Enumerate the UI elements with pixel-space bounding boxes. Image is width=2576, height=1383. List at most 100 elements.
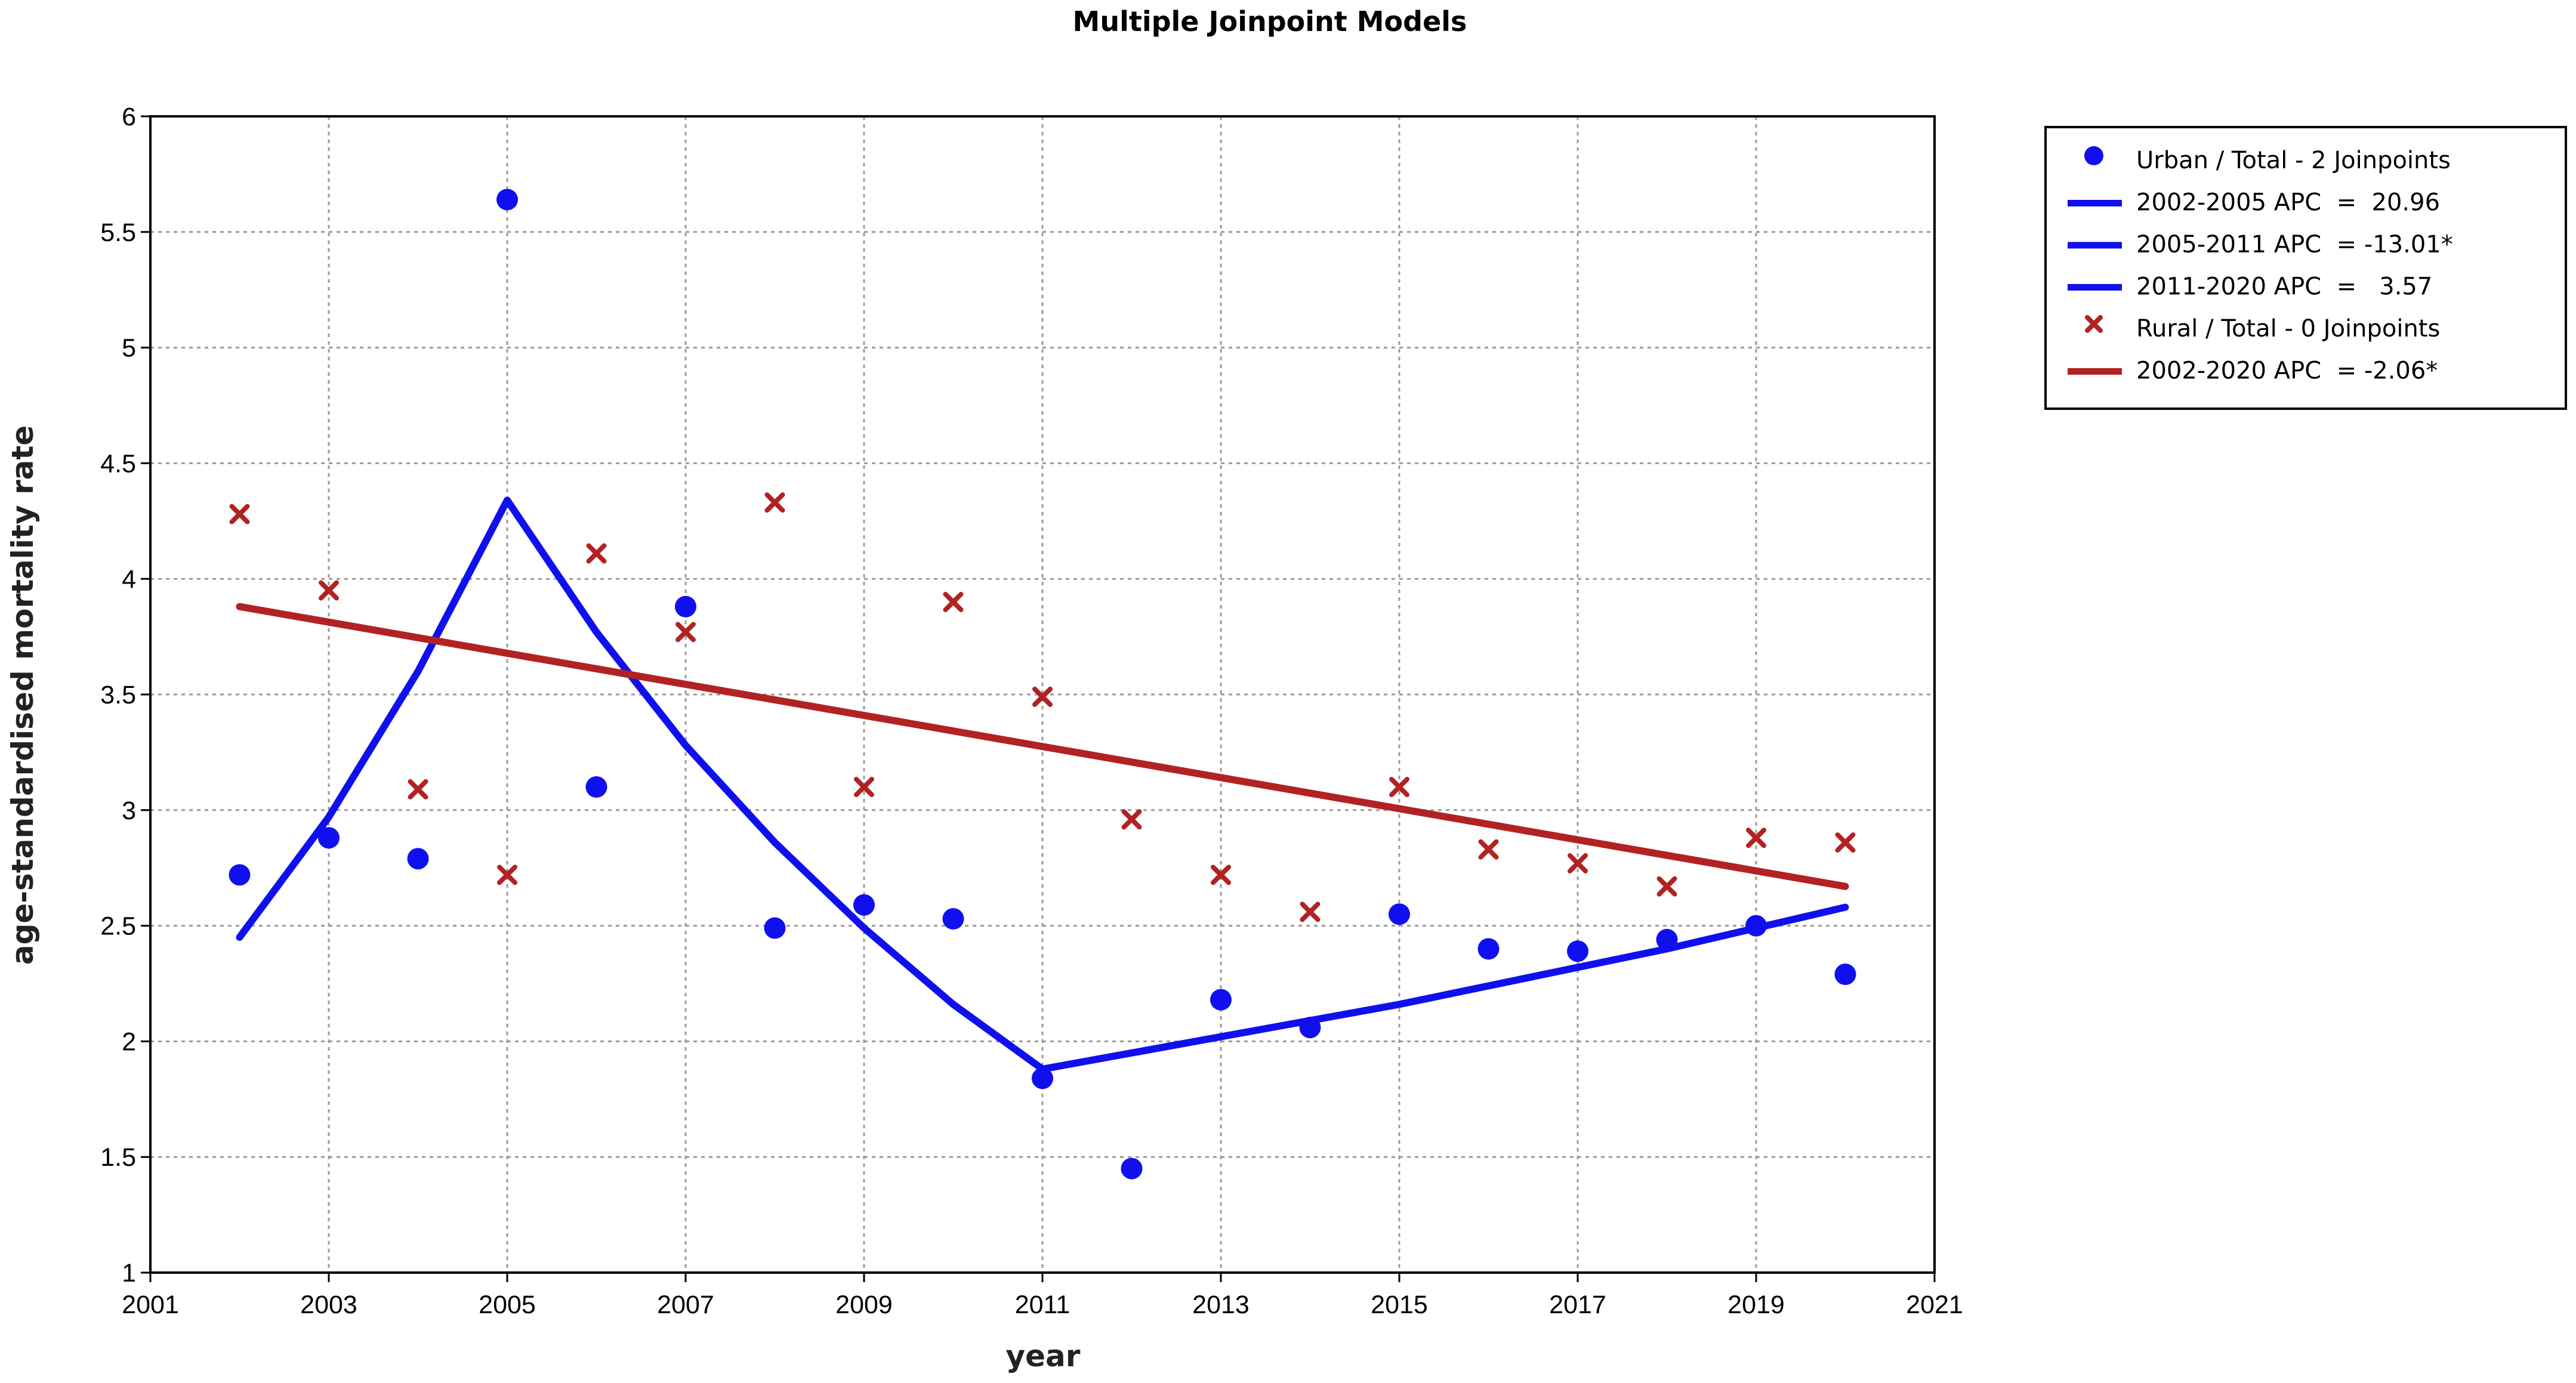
legend-item: 2005-2011 APC = -13.01* xyxy=(2068,231,2453,258)
rural-point xyxy=(1300,902,1321,922)
urban-point xyxy=(675,595,696,618)
urban-point xyxy=(1745,915,1767,937)
x-marker-stroke xyxy=(1032,686,1053,707)
x-tick-label: 2013 xyxy=(1192,1291,1250,1319)
x-marker-stroke xyxy=(1478,839,1499,860)
x-marker-stroke xyxy=(1746,828,1766,848)
rural-point xyxy=(1211,865,1231,885)
rural-point xyxy=(497,865,517,885)
urban-point xyxy=(496,189,518,211)
legend-label: Urban / Total - 2 Joinpoints xyxy=(2136,147,2451,174)
rural-point xyxy=(854,777,874,798)
legend-x-marker xyxy=(2085,315,2103,333)
x-tick-label: 2017 xyxy=(1549,1291,1606,1319)
x-marker-stroke xyxy=(1300,902,1321,922)
x-marker-stroke xyxy=(1121,809,1142,830)
rural-point xyxy=(319,580,339,601)
x-marker-stroke xyxy=(1389,777,1409,798)
y-tick-label: 6 xyxy=(122,103,136,131)
rural-point xyxy=(1568,853,1588,873)
rural-point xyxy=(229,504,250,524)
rural-point xyxy=(675,622,696,643)
rural-point xyxy=(586,543,607,564)
legend-item: Urban / Total - 2 Joinpoints xyxy=(2084,146,2451,174)
x-tick-label: 2019 xyxy=(1727,1291,1785,1319)
urban-point xyxy=(1834,963,1856,985)
urban-point xyxy=(585,776,607,798)
x-marker-stroke xyxy=(586,543,607,564)
legend-label: 2011-2020 APC = 3.57 xyxy=(2136,273,2432,301)
urban-point xyxy=(1121,1157,1143,1180)
urban-point xyxy=(318,827,340,849)
x-marker-stroke xyxy=(943,591,964,612)
y-tick-label: 4 xyxy=(122,565,136,594)
y-tick-label: 4.5 xyxy=(100,449,136,478)
rural-point xyxy=(764,492,785,513)
x-axis-label: year xyxy=(1006,1339,1081,1373)
legend-box xyxy=(2044,126,2567,410)
x-tick-label: 2015 xyxy=(1371,1291,1428,1319)
rural-point xyxy=(1121,809,1142,830)
y-tick-label: 5.5 xyxy=(100,218,136,247)
x-tick-label: 2003 xyxy=(300,1291,357,1319)
legend-label: 2002-2005 APC = 20.96 xyxy=(2136,189,2440,217)
urban-point xyxy=(853,894,875,916)
x-tick-label: 2001 xyxy=(122,1291,179,1319)
y-tick-label: 3 xyxy=(122,797,136,825)
rural-point xyxy=(1746,828,1766,848)
legend-item: 2002-2005 APC = 20.96 xyxy=(2068,189,2440,217)
y-tick-label: 2 xyxy=(122,1027,136,1056)
x-axis-ticks: 2001 2003 2005 2007 2009 2011 2013 2015 2017 2019… xyxy=(122,1273,1963,1319)
y-tick-label: 5 xyxy=(122,334,136,363)
urban-point xyxy=(1299,1017,1321,1039)
urban-point xyxy=(1567,940,1588,962)
y-axis-ticks: 1 1.5 2 2.5 3 3.5 4 4.5 5 5.5 6 xyxy=(100,103,150,1288)
y-tick-label: 2.5 xyxy=(100,912,136,941)
x-marker-stroke xyxy=(1656,876,1677,897)
series-layer xyxy=(229,189,1856,1180)
urban-point xyxy=(942,907,964,930)
urban-point xyxy=(1032,1067,1053,1089)
y-tick-label: 1 xyxy=(122,1259,136,1288)
legend-label: Rural / Total - 0 Joinpoints xyxy=(2136,315,2440,342)
legend-label: 2002-2020 APC = -2.06* xyxy=(2136,357,2438,385)
urban-point xyxy=(764,917,786,939)
urban-point xyxy=(229,864,251,886)
rural-point xyxy=(1656,876,1677,897)
x-marker-stroke xyxy=(675,622,696,643)
x-marker-stroke xyxy=(497,865,517,885)
legend-item: 2002-2020 APC = -2.06* xyxy=(2068,357,2438,385)
x-marker-stroke xyxy=(1835,832,1856,853)
x-marker-stroke xyxy=(764,492,785,513)
x-marker-stroke xyxy=(1568,853,1588,873)
x-marker-stroke xyxy=(1211,865,1231,885)
legend-item: Rural / Total - 0 Joinpoints xyxy=(2085,315,2440,342)
y-tick-label: 1.5 xyxy=(100,1143,136,1172)
legend-circle-marker xyxy=(2084,146,2103,165)
rural-point xyxy=(1478,839,1499,860)
y-tick-label: 3.5 xyxy=(100,681,136,709)
rural-point xyxy=(1835,832,1856,853)
urban-point xyxy=(1477,938,1500,960)
rural-point xyxy=(408,779,428,799)
urban-point xyxy=(1389,903,1410,925)
rural-point xyxy=(1389,777,1409,798)
x-marker-stroke xyxy=(408,779,428,799)
x-tick-label: 2007 xyxy=(657,1291,714,1319)
x-tick-label: 2009 xyxy=(835,1291,893,1319)
urban-point xyxy=(1210,989,1232,1011)
x-tick-label: 2011 xyxy=(1015,1291,1070,1319)
y-axis-label: age-standardised mortality rate xyxy=(5,425,40,965)
rural-point xyxy=(943,591,964,612)
x-marker-stroke xyxy=(854,777,874,798)
urban-point xyxy=(1656,928,1678,950)
x-marker-stroke xyxy=(229,504,250,524)
fit-line xyxy=(236,603,1849,890)
legend: Urban / Total - 2 Joinpoints 2002-2005 AP… xyxy=(2044,126,2567,410)
urban-point xyxy=(407,848,429,870)
x-marker-stroke xyxy=(319,580,339,601)
x-tick-label: 2005 xyxy=(479,1291,536,1319)
x-tick-label: 2021 xyxy=(1906,1291,1963,1319)
legend-label: 2005-2011 APC = -13.01* xyxy=(2136,231,2453,258)
